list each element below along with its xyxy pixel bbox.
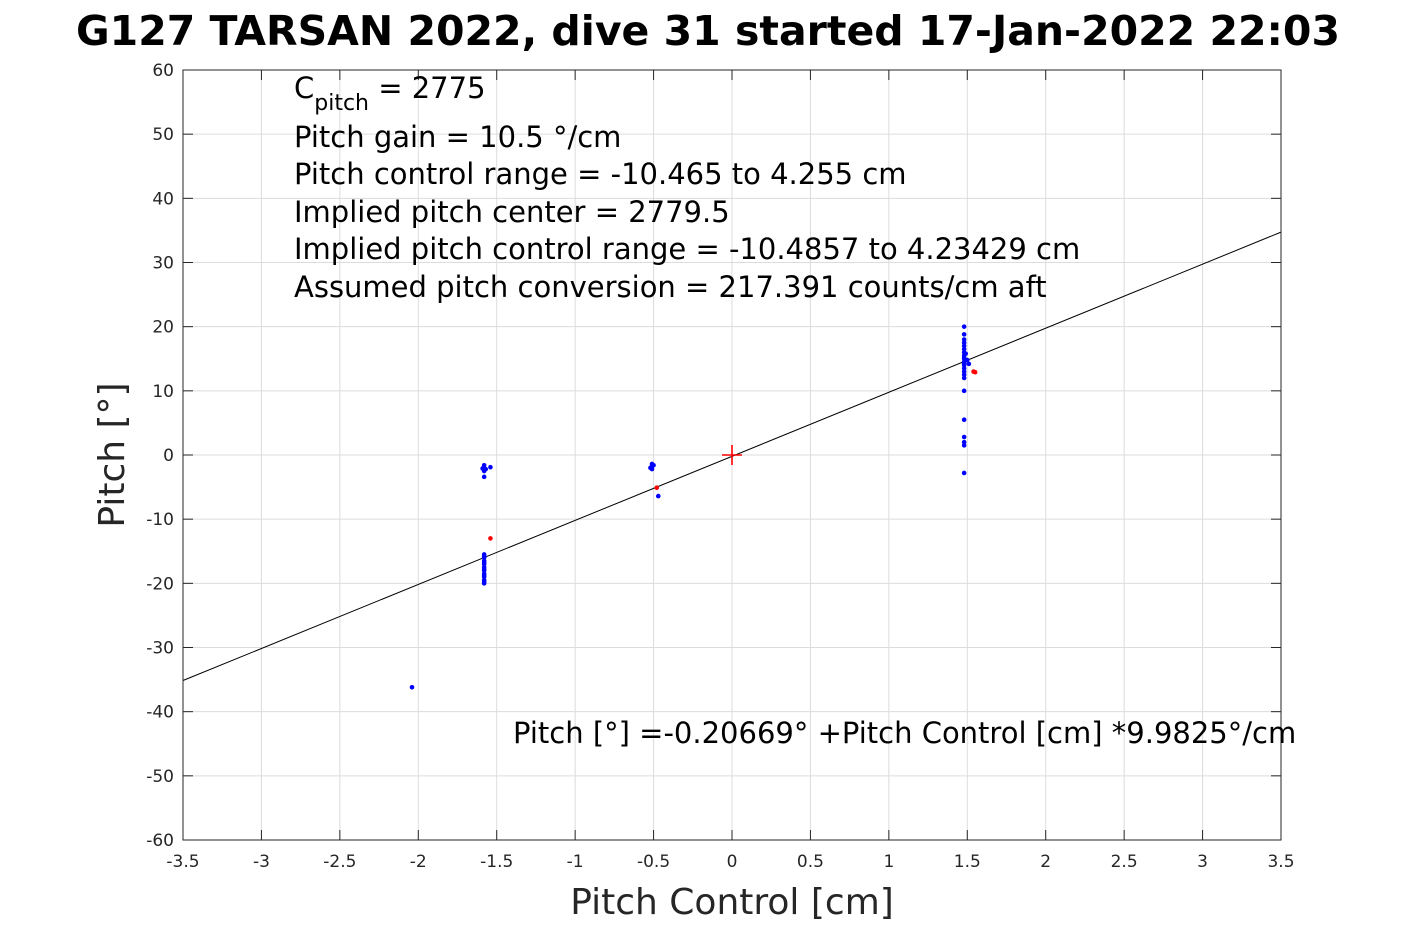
data-point-blue <box>409 684 415 690</box>
y-tick-label: 30 <box>152 254 174 274</box>
data-point-blue <box>481 554 487 559</box>
data-point-blue <box>961 369 967 374</box>
data-point-blue <box>961 434 967 440</box>
data-point-blue <box>964 357 970 363</box>
annotation-cpitch-subscript: pitch <box>314 91 369 116</box>
x-tick-label: -0.5 <box>637 852 670 872</box>
annotation-implied-pitch-center: Implied pitch center = 2779.5 <box>294 195 730 229</box>
data-point-blue <box>481 560 487 566</box>
data-point-blue <box>488 464 493 470</box>
y-tick-label: -20 <box>146 574 174 594</box>
y-tick-label: 60 <box>152 61 174 81</box>
x-tick-label: 2 <box>1040 852 1051 872</box>
x-tick-label: -2.5 <box>323 852 356 872</box>
data-point-blue <box>961 324 967 329</box>
data-point-blue <box>961 470 967 476</box>
x-tick-label: -1.5 <box>480 852 513 872</box>
data-point-blue <box>961 388 967 394</box>
y-tick-label: -50 <box>146 767 174 787</box>
annotation-cpitch-symbol: C <box>294 71 314 105</box>
y-tick-label: 40 <box>152 189 174 209</box>
y-tick-label: 0 <box>163 446 174 466</box>
annotation-pitch-gain: Pitch gain = 10.5 °/cm <box>294 120 621 154</box>
x-tick-label: 1.5 <box>954 852 981 872</box>
data-point-blue <box>966 361 972 367</box>
data-point-blue <box>648 465 653 471</box>
x-tick-label: 2.5 <box>1111 852 1138 872</box>
chart-title: G127 TARSAN 2022, dive 31 started 17-Jan… <box>76 7 1340 55</box>
y-tick-label: -40 <box>146 703 174 723</box>
y-tick-labels: 60 50 40 30 20 10 0 -10 -20 -30 -40 -50 -60 <box>146 61 174 851</box>
data-point-blue <box>961 332 967 337</box>
data-point-red <box>654 485 660 491</box>
x-tick-label: 3.5 <box>1267 852 1294 872</box>
x-tick-label: 0.5 <box>797 852 824 872</box>
y-tick-label: 10 <box>152 382 174 402</box>
data-point-blue <box>961 439 967 445</box>
annotation-cpitch-value: = 2775 <box>369 71 486 105</box>
data-point-blue <box>655 493 661 499</box>
data-point-blue <box>481 474 487 480</box>
y-tick-label: 50 <box>152 125 174 145</box>
x-axis-label: Pitch Control [cm] <box>570 882 894 923</box>
y-tick-label: -60 <box>146 831 174 851</box>
annotation-implied-control-range: Implied pitch control range = -10.4857 t… <box>294 232 1080 266</box>
annotation-pitch-conversion: Assumed pitch conversion = 217.391 count… <box>294 270 1047 304</box>
x-tick-label: -1 <box>567 852 584 872</box>
x-tick-label: 1 <box>883 852 894 872</box>
data-point-blue <box>483 466 489 472</box>
x-tick-label: -3 <box>253 852 270 872</box>
data-point-blue <box>961 346 967 352</box>
data-point-blue <box>961 443 967 448</box>
annotation-cpitch: Cpitch = 2775 <box>294 71 486 116</box>
data-point-blue <box>961 375 967 381</box>
y-tick-label: 20 <box>152 318 174 338</box>
data-points <box>409 324 978 690</box>
data-point-blue <box>961 366 967 371</box>
x-tick-label: 0 <box>727 852 738 872</box>
data-point-blue <box>481 573 487 578</box>
data-point-blue <box>651 462 656 468</box>
x-tick-label: 3 <box>1197 852 1208 872</box>
data-point-blue <box>961 337 967 342</box>
y-tick-label: -10 <box>146 510 174 530</box>
y-axis-label: Pitch [°] <box>92 382 133 527</box>
data-point-blue <box>961 361 967 367</box>
data-point-blue <box>963 351 969 356</box>
x-tick-label: -3.5 <box>166 852 199 872</box>
tick-marks <box>182 69 1282 841</box>
fit-equation-label: Pitch [°] =-0.20669° +Pitch Control [cm]… <box>513 716 1296 750</box>
center-marker-group <box>722 445 742 465</box>
data-point-red <box>972 369 978 375</box>
data-point-blue <box>961 372 967 378</box>
data-point-blue <box>961 417 967 423</box>
data-point-blue <box>481 579 487 585</box>
data-point-red <box>488 536 493 541</box>
data-point-blue <box>481 566 487 572</box>
y-tick-label: -30 <box>146 639 174 659</box>
data-point-blue <box>961 355 967 360</box>
data-point-blue <box>961 343 967 349</box>
data-point-blue <box>961 340 967 346</box>
x-tick-labels: -3.5 -3 -2.5 -2 -1.5 -1 -0.5 0 0.5 1 1.5 2 2.5 3 3.5 <box>166 852 1294 872</box>
x-tick-label: -2 <box>410 852 427 872</box>
annotation-pitch-control-range: Pitch control range = -10.465 to 4.255 c… <box>294 157 907 191</box>
